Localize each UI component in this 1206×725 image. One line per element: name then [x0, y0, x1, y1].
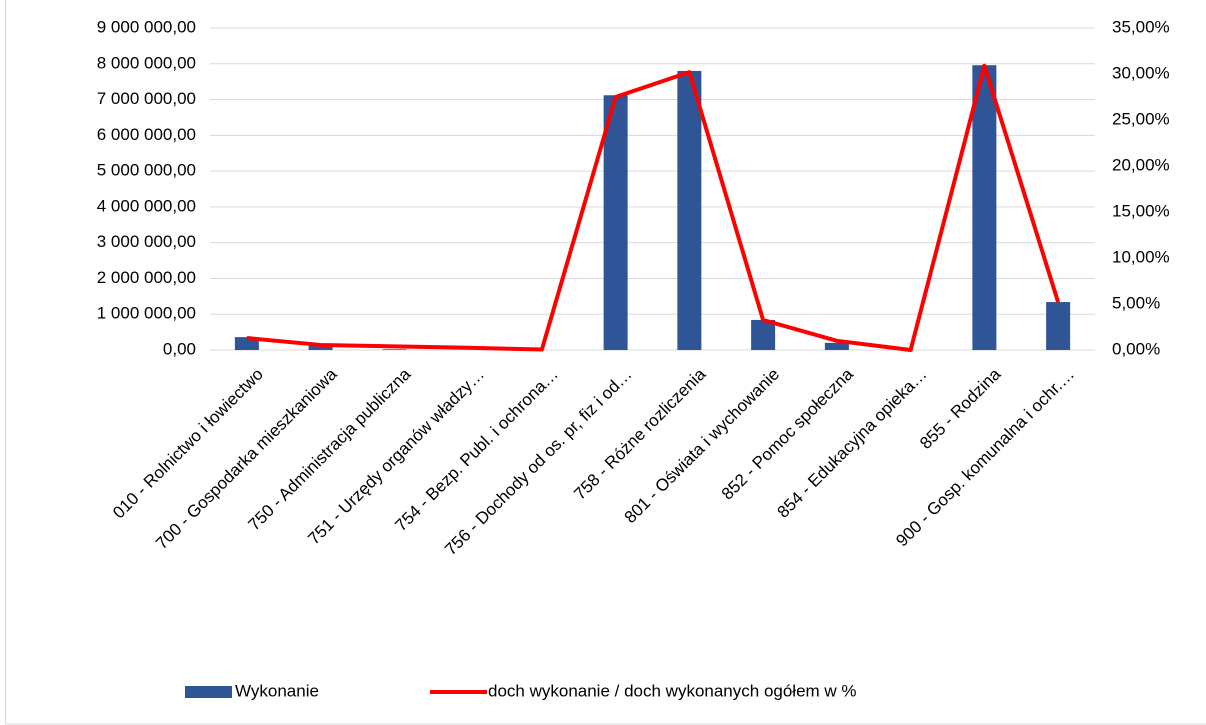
bar [603, 95, 628, 350]
x-tick-label: 801 - Oświata i wychowanie [621, 365, 783, 527]
y-tick-label: 6 000 000,00 [97, 125, 196, 144]
bar [308, 344, 333, 350]
bar [824, 342, 849, 350]
legend-label: doch wykonanie / doch wykonanych ogółem … [488, 681, 857, 700]
y-tick-label: 1 000 000,00 [97, 304, 196, 323]
y2-tick-label: 35,00% [1112, 17, 1170, 36]
y2-tick-label: 0,00% [1112, 339, 1160, 358]
legend-label: Wykonanie [235, 681, 319, 700]
y-tick-label: 3 000 000,00 [97, 232, 196, 251]
bar [751, 319, 776, 350]
bar [677, 70, 702, 350]
x-tick-label: 852 - Pomoc społeczna [718, 364, 857, 503]
legend-swatch [185, 686, 232, 698]
y2-tick-label: 10,00% [1112, 247, 1170, 266]
bar [972, 65, 997, 350]
y-tick-label: 5 000 000,00 [97, 161, 196, 180]
y2-tick-label: 30,00% [1112, 63, 1170, 82]
y-tick-label: 7 000 000,00 [97, 89, 196, 108]
line [246, 63, 1061, 352]
y-tick-label: 2 000 000,00 [97, 268, 196, 287]
y-tick-label: 0,00 [163, 339, 196, 358]
x-tick-label: 854 - Edukacyjna opieka… [774, 365, 931, 522]
y-tick-label: 9 000 000,00 [97, 17, 196, 36]
bar [382, 349, 407, 350]
y-tick-label: 8 000 000,00 [97, 53, 196, 72]
chart-border [5, 0, 1206, 725]
y2-tick-label: 25,00% [1112, 109, 1170, 128]
y-tick-label: 4 000 000,00 [97, 196, 196, 215]
x-tick-label: 010 - Rolnictwo i łowiectwo [109, 365, 267, 523]
x-tick-label: 758 - Różne rozliczenia [570, 364, 709, 503]
y2-tick-label: 20,00% [1112, 155, 1170, 174]
bar [1046, 302, 1071, 350]
y2-tick-label: 15,00% [1112, 201, 1170, 220]
y2-tick-label: 5,00% [1112, 293, 1160, 312]
